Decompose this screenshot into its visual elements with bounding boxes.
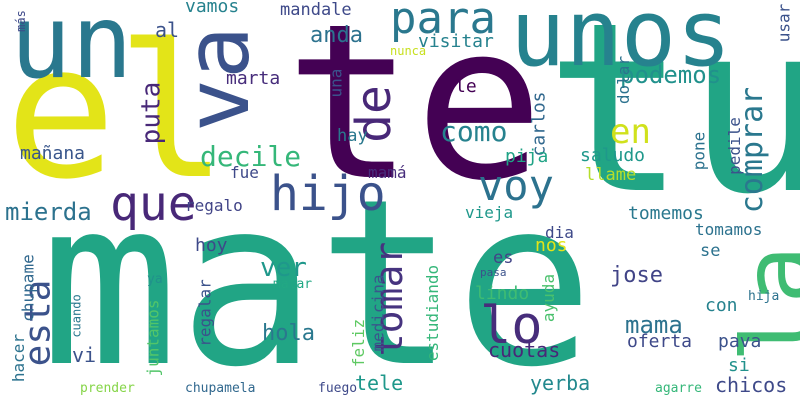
word-cuando: cuando (69, 294, 84, 338)
word-matar: matar (273, 277, 313, 292)
word-tele: tele (355, 371, 404, 395)
word-medicina: medicina (368, 274, 388, 352)
word-decile: decile (200, 140, 302, 173)
word-fue: fue (230, 163, 259, 182)
word-regalo: regalo (185, 196, 243, 215)
word-nos: nos (535, 235, 568, 256)
word-tomamos: tomamos (695, 220, 763, 239)
word-unos: unos (510, 0, 732, 87)
word-chupamela: chupamela (185, 381, 256, 396)
word-tomemos: tomemos (628, 203, 704, 224)
word-cuotas: cuotas (488, 338, 561, 362)
word-fuego: fuego (318, 381, 358, 396)
word-hola: hola (262, 321, 315, 346)
word-visitar: visitar (418, 31, 494, 52)
word-un: un (10, 0, 133, 102)
word-una: una (326, 68, 346, 98)
word-hay: hay (337, 126, 368, 146)
word-vamos: vamos (185, 0, 240, 17)
word-pasa: pasa (480, 266, 507, 279)
word-ayuda: ayuda (539, 273, 559, 323)
word-para: para (390, 0, 496, 44)
word-lo: lo (480, 296, 543, 356)
word-hoy: hoy (195, 235, 228, 256)
word-pedile: pedile (724, 117, 744, 175)
word-le: le (455, 76, 477, 97)
word-el: el (5, 4, 228, 220)
word-lindo: lindo (475, 283, 530, 304)
word-pava: pava (718, 331, 762, 352)
word-hija: hija (748, 289, 780, 304)
word-voy: voy (478, 161, 554, 210)
word-estudiando: estudiando (423, 264, 443, 362)
word-se: se (700, 241, 721, 261)
word-yerba: yerba (530, 371, 591, 395)
word-al: al (155, 18, 180, 42)
word-agarre: agarre (655, 381, 702, 396)
word-mas: más (13, 10, 28, 32)
word-ver: ver (260, 253, 307, 283)
word-chupame: chupame (18, 254, 38, 322)
word-jose: jose (610, 263, 663, 288)
word-juntamos: juntamos (143, 299, 163, 377)
word-te: te (285, 0, 544, 228)
word-es: es (493, 248, 514, 268)
word-mama: mamá (368, 163, 407, 182)
word-que: que (110, 176, 197, 232)
word-anda: anda (310, 23, 363, 48)
word-prender: prender (80, 381, 135, 396)
word-regalar: regalar (195, 279, 215, 347)
word-dia: dia (545, 223, 574, 242)
word-oferta: oferta (627, 331, 693, 352)
word-usar: usar (774, 3, 794, 43)
word-manana: mañana (20, 143, 86, 164)
word-puta: puta (136, 81, 167, 145)
word-en: en (610, 112, 651, 152)
word-pone: pone (689, 131, 709, 171)
word-saludo: saludo (580, 145, 646, 166)
word-si: si (728, 355, 750, 376)
word-vieja: vieja (465, 203, 514, 222)
word-mate: mate (40, 151, 594, 400)
word-mandale: mandale (280, 0, 352, 20)
word-mierda: mierda (5, 198, 92, 226)
word-hijo: hijo (270, 166, 386, 222)
word-feliz: feliz (349, 318, 369, 368)
word-podemos: podemos (620, 61, 722, 89)
word-vi: vi (72, 343, 97, 367)
word-tu: tu (545, 0, 800, 246)
word-chicos: chicos (715, 373, 788, 397)
word-dolar: dolar (614, 55, 634, 105)
word-mama: mama (625, 311, 683, 339)
word-como: como (440, 115, 508, 148)
word-pija: pija (505, 146, 549, 167)
word-con: con (705, 295, 738, 316)
word-marta: marta (226, 68, 281, 89)
word-nunca: nunca (390, 44, 427, 58)
word-hacer: hacer (9, 333, 29, 383)
word-ya: ya (147, 272, 163, 287)
word-llame: llame (585, 165, 637, 185)
